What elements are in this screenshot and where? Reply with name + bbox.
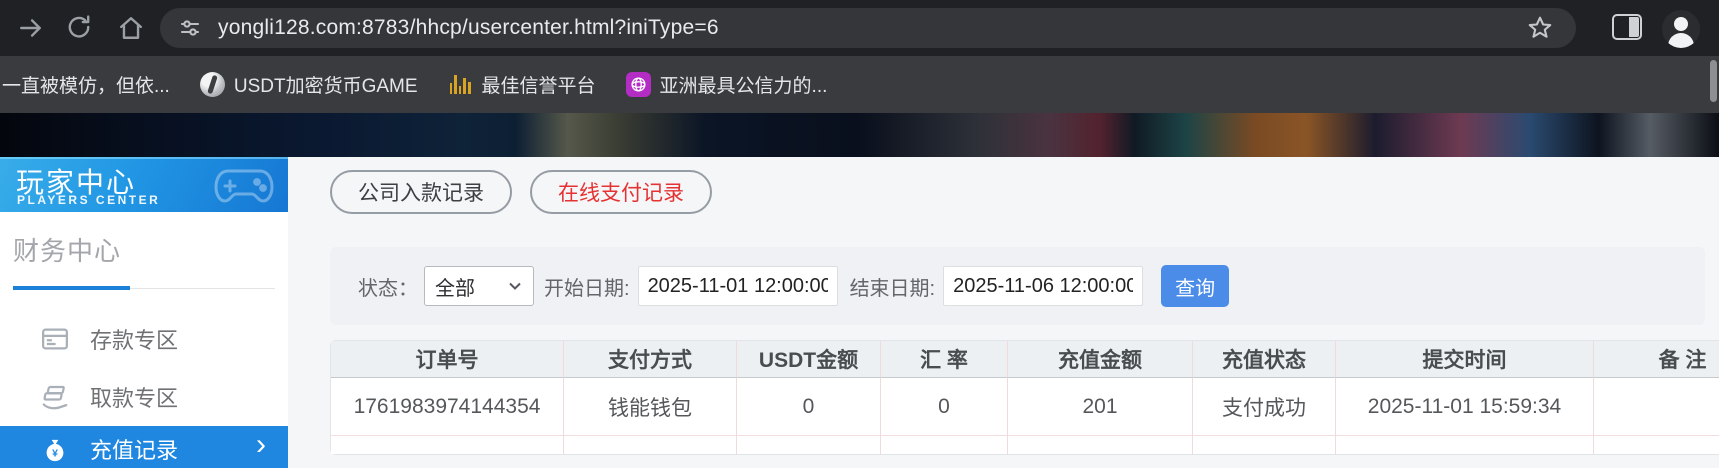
site-hero-banner (0, 113, 1719, 157)
avatar-body (1668, 33, 1694, 48)
home-button[interactable] (114, 11, 148, 45)
filter-panel: 状态： 全部 开始日期: 结束日期: 查询 (330, 247, 1705, 325)
bookmark-label: 亚洲最具公信力的... (659, 76, 828, 97)
url-text[interactable]: yongli128.com:8783/hhcp/usercenter.html?… (218, 16, 719, 39)
purple-flower-icon (625, 72, 651, 97)
col-exchange-rate: 汇 率 (881, 341, 1008, 378)
players-center-title: 玩家中心 (16, 167, 137, 198)
cell-order-no: 1761983974144354 (331, 378, 564, 436)
svg-text:¥: ¥ (52, 447, 58, 459)
tab-label: 在线支付记录 (558, 182, 684, 205)
status-select-value: 全部 (435, 277, 475, 300)
bookmark-item[interactable]: 一直被模仿，但依... (2, 71, 170, 98)
table-header-row: 订单号 支付方式 USDT金额 汇 率 充值金额 充值状态 提交时间 备 注 (331, 341, 1719, 378)
col-order-no: 订单号 (331, 341, 564, 378)
tab-online-payment-records[interactable]: 在线支付记录 (530, 170, 712, 214)
bookmarks-bar: 一直被模仿，但依... USDT加密货币GAME 最佳信誉平台 亚洲最具公信力的… (0, 56, 1719, 113)
record-tabs: 公司入款记录 在线支付记录 (330, 170, 712, 214)
status-select[interactable]: 全部 (424, 266, 534, 306)
col-remark: 备 注 (1594, 341, 1719, 378)
players-center-banner: 玩家中心 PLAYERS CENTER (0, 157, 288, 212)
tab-company-deposit-records[interactable]: 公司入款记录 (330, 170, 512, 214)
table-bottom-padding (331, 436, 1719, 454)
bookmark-item[interactable]: USDT加密货币GAME (199, 71, 418, 98)
col-usdt-amount: USDT金额 (737, 341, 881, 378)
reload-button[interactable] (62, 11, 96, 45)
gold-bars-icon (448, 72, 473, 97)
start-date-label: 开始日期: (544, 277, 630, 300)
players-center-subtitle: PLAYERS CENTER (17, 193, 161, 207)
withdraw-hand-icon (40, 382, 70, 412)
bookmark-label: 最佳信誉平台 (481, 76, 596, 97)
col-payment-method: 支付方式 (564, 341, 737, 378)
sidebar-item-label: 存款专区 (90, 328, 179, 353)
bookmark-item[interactable]: 最佳信誉平台 (448, 71, 596, 98)
col-recharge-amount: 充值金额 (1008, 341, 1193, 378)
table-row: 1761983974144354 钱能钱包 0 0 201 支付成功 2025-… (331, 378, 1719, 436)
cell-exchange-rate: 0 (881, 378, 1008, 436)
deposit-card-icon (40, 324, 70, 354)
sidebar-item-withdraw[interactable]: 取款专区 (0, 368, 288, 426)
sidebar-item-recharge-records[interactable]: ¥ 充值记录 › (0, 426, 288, 468)
records-table: 订单号 支付方式 USDT金额 汇 率 充值金额 充值状态 提交时间 备 注 1… (330, 340, 1719, 455)
section-divider (130, 288, 275, 289)
url-bar[interactable]: yongli128.com:8783/hhcp/usercenter.html?… (160, 8, 1576, 48)
sidebar-item-label: 取款专区 (90, 386, 179, 411)
forward-button[interactable] (14, 11, 48, 45)
section-title-finance: 财务中心 (13, 236, 122, 266)
sidebar-item-label: 充值记录 (90, 438, 179, 463)
side-panel-icon[interactable] (1612, 14, 1642, 40)
page-scrollbar[interactable] (1710, 60, 1717, 102)
end-date-label: 结束日期: (849, 277, 936, 300)
status-label: 状态： (358, 277, 418, 300)
bookmark-label: 一直被模仿，但依... (2, 76, 170, 97)
cell-recharge-amount: 201 (1008, 378, 1193, 436)
bookmark-star-icon[interactable] (1526, 14, 1554, 42)
gamepad-icon (212, 163, 276, 207)
money-bag-icon: ¥ (40, 436, 70, 466)
sidebar-item-deposit[interactable]: 存款专区 (0, 310, 288, 368)
site-settings-icon[interactable] (178, 16, 202, 40)
cell-submit-time: 2025-11-01 15:59:34 (1336, 378, 1594, 436)
browser-toolbar: yongli128.com:8783/hhcp/usercenter.html?… (0, 0, 1719, 56)
chevron-right-icon: › (256, 428, 266, 461)
start-date-input[interactable] (637, 266, 838, 306)
bookmark-item[interactable]: 亚洲最具公信力的... (625, 71, 828, 98)
end-date-input[interactable] (943, 266, 1144, 306)
tab-label: 公司入款记录 (358, 182, 484, 205)
query-button[interactable]: 查询 (1161, 265, 1230, 307)
profile-avatar[interactable] (1662, 10, 1700, 48)
records-table-wrap: 订单号 支付方式 USDT金额 汇 率 充值金额 充值状态 提交时间 备 注 1… (330, 340, 1719, 468)
globe-icon (199, 72, 225, 97)
col-submit-time: 提交时间 (1336, 341, 1594, 378)
section-divider-accent (13, 286, 130, 290)
cell-usdt-amount: 0 (737, 378, 881, 436)
avatar-head (1674, 17, 1688, 31)
col-recharge-status: 充值状态 (1193, 341, 1336, 378)
sidebar: 玩家中心 PLAYERS CENTER 财务中心 存款专区 取款专区 ¥ 充值记… (0, 157, 288, 468)
cell-recharge-status: 支付成功 (1193, 378, 1336, 436)
cell-remark (1594, 378, 1719, 436)
bookmark-label: USDT加密货币GAME (233, 76, 418, 97)
cell-payment-method: 钱能钱包 (564, 378, 737, 436)
chevron-down-icon (509, 282, 521, 290)
main-content: 公司入款记录 在线支付记录 状态： 全部 开始日期: 结束日期: 查询 订单号 … (288, 157, 1719, 468)
